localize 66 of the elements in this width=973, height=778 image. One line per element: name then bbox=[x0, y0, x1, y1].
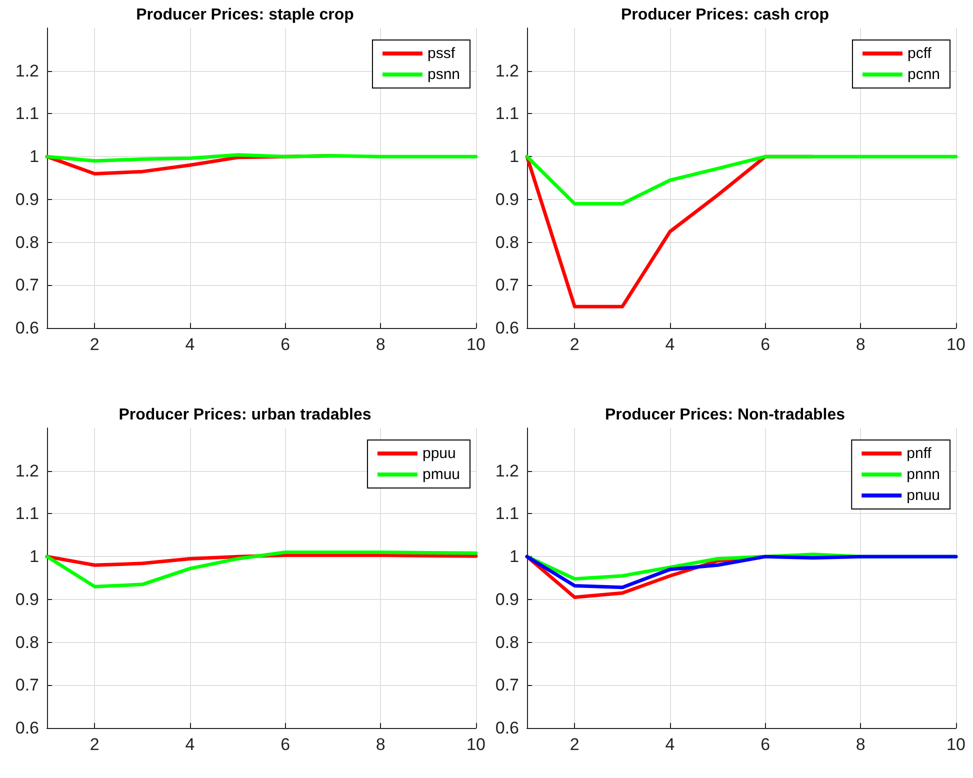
chart-title: Producer Prices: staple crop bbox=[136, 6, 354, 24]
line-series bbox=[525, 554, 958, 590]
y-tick-label: 1.2 bbox=[15, 461, 39, 480]
y-tick-label: 0.6 bbox=[15, 318, 39, 338]
x-tick-label: 2 bbox=[570, 335, 580, 354]
x-tick-label: 8 bbox=[376, 735, 386, 754]
y-tick-label: 1.2 bbox=[495, 461, 519, 480]
y-tick-label: 0.8 bbox=[15, 632, 39, 652]
chart-title: Producer Prices: Non-tradables bbox=[604, 406, 846, 424]
legend-label: pnnn bbox=[906, 466, 940, 483]
line-series bbox=[525, 154, 958, 206]
y-tick-label: 0.6 bbox=[495, 318, 519, 338]
line-series bbox=[45, 153, 478, 163]
line-series bbox=[45, 550, 478, 588]
x-tick-label: 6 bbox=[280, 735, 290, 754]
y-tick-label: 1 bbox=[30, 547, 39, 566]
line-series bbox=[45, 554, 478, 567]
legend-label: ppuu bbox=[422, 445, 456, 462]
legend-label: pcnn bbox=[907, 66, 940, 83]
x-tick-label: 2 bbox=[90, 335, 100, 354]
y-tick-label: 1 bbox=[30, 147, 39, 166]
legend-label: pcff bbox=[907, 45, 932, 62]
legend-label: psnn bbox=[427, 66, 460, 83]
x-tick-label: 8 bbox=[376, 335, 386, 354]
y-tick-label: 0.6 bbox=[15, 718, 39, 738]
x-tick-label: 10 bbox=[466, 735, 486, 754]
y-tick-label: 1.1 bbox=[495, 504, 519, 524]
legend-label: pnff bbox=[906, 445, 932, 462]
x-tick-label: 10 bbox=[946, 735, 966, 754]
y-tick-label: 1 bbox=[510, 547, 519, 566]
y-tick-label: 0.7 bbox=[495, 676, 519, 695]
x-tick-label: 4 bbox=[665, 735, 675, 754]
y-tick-label: 0.9 bbox=[495, 190, 519, 209]
y-tick-label: 0.8 bbox=[15, 232, 39, 252]
legend-label: pmuu bbox=[422, 466, 460, 483]
x-tick-label: 8 bbox=[856, 335, 866, 354]
y-tick-label: 0.7 bbox=[495, 276, 519, 295]
legend-label: pssf bbox=[427, 45, 456, 62]
x-tick-label: 10 bbox=[946, 335, 966, 354]
x-tick-label: 6 bbox=[760, 735, 770, 754]
y-tick-label: 1.2 bbox=[495, 61, 519, 80]
y-tick-label: 1 bbox=[510, 147, 519, 166]
y-tick-label: 0.9 bbox=[15, 590, 39, 609]
y-tick-label: 0.7 bbox=[15, 676, 39, 695]
y-tick-label: 0.9 bbox=[495, 590, 519, 609]
x-tick-label: 6 bbox=[280, 335, 290, 354]
y-tick-label: 0.9 bbox=[15, 190, 39, 209]
x-tick-label: 2 bbox=[90, 735, 100, 754]
x-tick-label: 4 bbox=[185, 735, 195, 754]
y-tick-label: 1.1 bbox=[15, 104, 39, 124]
x-tick-label: 10 bbox=[466, 335, 486, 354]
chart-title: Producer Prices: urban tradables bbox=[118, 406, 372, 424]
x-tick-label: 6 bbox=[760, 335, 770, 354]
x-tick-label: 2 bbox=[570, 735, 580, 754]
y-tick-label: 0.8 bbox=[495, 632, 519, 652]
legend-label: pnuu bbox=[906, 487, 940, 504]
chart-title: Producer Prices: cash crop bbox=[620, 6, 830, 24]
y-tick-label: 1.2 bbox=[15, 61, 39, 80]
y-tick-label: 0.6 bbox=[495, 718, 519, 738]
y-tick-label: 0.7 bbox=[15, 276, 39, 295]
x-tick-label: 4 bbox=[665, 335, 675, 354]
y-tick-label: 1.1 bbox=[15, 504, 39, 524]
x-tick-label: 8 bbox=[856, 735, 866, 754]
x-tick-label: 4 bbox=[185, 335, 195, 354]
y-tick-label: 1.1 bbox=[495, 104, 519, 124]
y-tick-label: 0.8 bbox=[495, 232, 519, 252]
